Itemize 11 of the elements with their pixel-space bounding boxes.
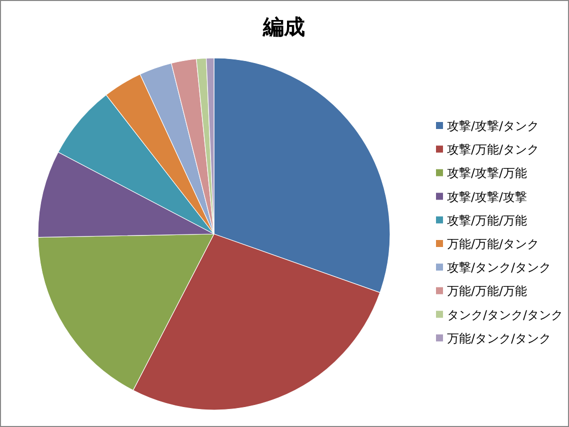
- legend-label: 攻撃/攻撃/攻撃: [447, 190, 528, 204]
- legend-label: 攻撃/攻撃/タンク: [447, 119, 540, 133]
- legend-label: 攻撃/攻撃/万能: [447, 166, 528, 180]
- legend-label: 攻撃/万能/タンク: [447, 142, 540, 157]
- legend-label: タンク/タンク/タンク: [447, 308, 564, 322]
- title: 編成: [263, 15, 305, 39]
- legend-label: 万能/タンク/タンク: [447, 331, 552, 346]
- legend-label: 万能/万能/タンク: [447, 237, 540, 251]
- legend-label: 万能/万能/万能: [447, 284, 528, 298]
- legend-label: 攻撃/万能/万能: [447, 213, 528, 228]
- legend-label: 攻撃/タンク/タンク: [447, 260, 552, 275]
